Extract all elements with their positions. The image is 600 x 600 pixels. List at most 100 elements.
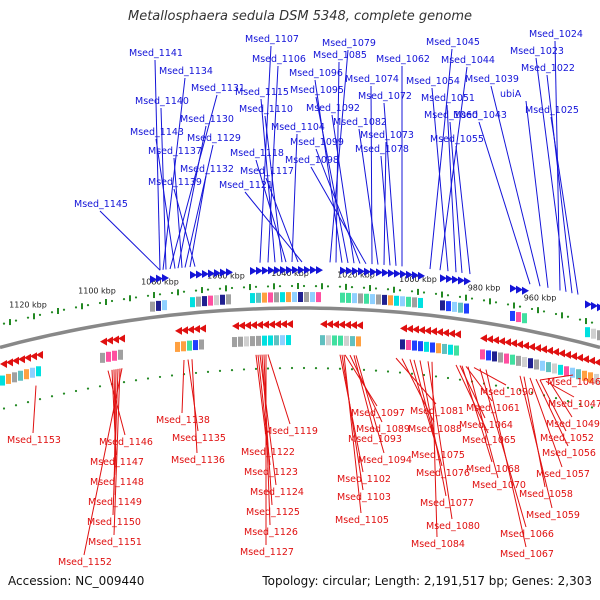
reverse-gene-leader — [341, 354, 364, 491]
forward-gene-label: Msed_1095 — [290, 85, 344, 96]
scale-major-tick — [345, 283, 347, 290]
forward-gene-arrow — [516, 285, 523, 294]
scale-dot — [134, 296, 138, 299]
feature-block — [558, 364, 563, 375]
accession-label: Accession: NC_009440 — [8, 574, 145, 588]
forward-gene-label: Msed_1079 — [322, 38, 376, 49]
scale-dot — [266, 285, 270, 288]
feature-block — [516, 355, 521, 366]
reverse-gene-arrow — [498, 337, 505, 346]
feature-block — [36, 366, 41, 377]
feature-block — [18, 370, 23, 381]
reverse-gene-label: Msed_1046 — [547, 377, 600, 388]
scale-tick-label: 1080 kbp — [141, 277, 179, 286]
feature-block — [424, 341, 429, 352]
feature-block — [376, 294, 381, 305]
scale-dot — [446, 376, 450, 380]
scale-dot — [350, 368, 354, 371]
feature-block — [196, 296, 201, 307]
forward-gene-arrow — [406, 270, 413, 279]
forward-gene-leader — [315, 148, 361, 264]
reverse-gene-arrow — [448, 329, 455, 338]
forward-gene-leader — [329, 49, 349, 263]
reverse-gene-arrow — [12, 356, 19, 365]
scale-dot — [74, 389, 78, 393]
reverse-gene-arrow — [274, 320, 281, 329]
forward-gene-label: Msed_1115 — [235, 87, 289, 98]
feature-block — [6, 373, 11, 384]
scale-dot — [26, 400, 30, 404]
scale-dot — [410, 372, 414, 375]
scale-major-tick — [321, 283, 323, 290]
feature-block — [546, 362, 551, 373]
reverse-gene-label: Msed_1135 — [172, 433, 226, 444]
feature-block — [214, 295, 219, 306]
reverse-gene-arrow — [510, 339, 517, 348]
reverse-gene-label: Msed_1076 — [416, 468, 470, 479]
scale-dot — [278, 285, 282, 288]
scale-dot — [470, 297, 474, 300]
forward-gene-leader — [169, 94, 218, 270]
reverse-gene-arrow — [576, 353, 583, 362]
feature-block — [256, 292, 261, 303]
forward-gene-arrow — [591, 301, 598, 310]
reverse-gene-arrow — [400, 324, 407, 333]
feature-block — [442, 343, 447, 354]
feature-block — [492, 351, 497, 362]
forward-gene-arrow — [358, 267, 365, 276]
feature-block — [156, 300, 161, 311]
forward-gene-arrow — [208, 269, 215, 278]
scale-dot — [566, 399, 570, 403]
feature-block — [522, 313, 527, 324]
reverse-gene-leader — [535, 378, 569, 447]
reverse-gene-label: Msed_1067 — [500, 549, 554, 560]
forward-gene-arrow — [412, 271, 419, 280]
reverse-gene-label: Msed_1059 — [526, 510, 580, 521]
scale-major-tick — [513, 302, 515, 309]
reverse-gene-leader — [419, 360, 447, 497]
scale-dot — [122, 298, 126, 301]
feature-block — [564, 366, 569, 377]
feature-block — [394, 295, 399, 306]
reverse-gene-label: Msed_1105 — [335, 515, 389, 526]
scale-dot — [62, 392, 66, 395]
feature-block — [418, 297, 423, 308]
scale-dot — [494, 384, 498, 387]
forward-gene-leader — [446, 104, 457, 273]
forward-gene-leader — [291, 133, 298, 263]
feature-block — [594, 373, 599, 384]
reverse-gene-label: Msed_1119 — [264, 426, 318, 437]
feature-block — [352, 293, 357, 304]
scale-major-tick — [225, 285, 227, 292]
reverse-gene-label: Msed_1089 — [356, 424, 410, 435]
feature-block — [585, 327, 590, 338]
feature-block — [528, 358, 533, 369]
reverse-gene-arrow — [356, 321, 363, 330]
forward-gene-arrow — [162, 273, 169, 282]
scale-dot — [302, 366, 306, 370]
forward-gene-leader — [173, 157, 183, 268]
scale-dot — [290, 284, 294, 288]
feature-block — [262, 335, 267, 346]
forward-gene-arrow — [190, 271, 197, 280]
reverse-gene-leader — [539, 374, 574, 381]
feature-block — [202, 296, 207, 307]
feature-block — [338, 335, 343, 346]
reverse-gene-arrow — [406, 324, 413, 333]
forward-gene-label: Msed_1025 — [525, 105, 579, 116]
forward-gene-label: Msed_1104 — [271, 122, 325, 133]
feature-block — [588, 372, 593, 383]
forward-gene-leader — [314, 79, 343, 263]
reverse-gene-arrow — [0, 359, 7, 368]
feature-block — [199, 339, 204, 350]
feature-block — [150, 301, 155, 312]
scale-dot — [314, 285, 318, 288]
reverse-gene-leader — [267, 354, 291, 425]
reverse-gene-label: Msed_1068 — [466, 464, 520, 475]
reverse-gene-arrow — [412, 325, 419, 334]
scale-major-tick — [585, 318, 587, 325]
scale-major-tick — [393, 286, 395, 293]
feature-block — [250, 336, 255, 347]
reverse-gene-label: Msed_1057 — [536, 469, 590, 480]
